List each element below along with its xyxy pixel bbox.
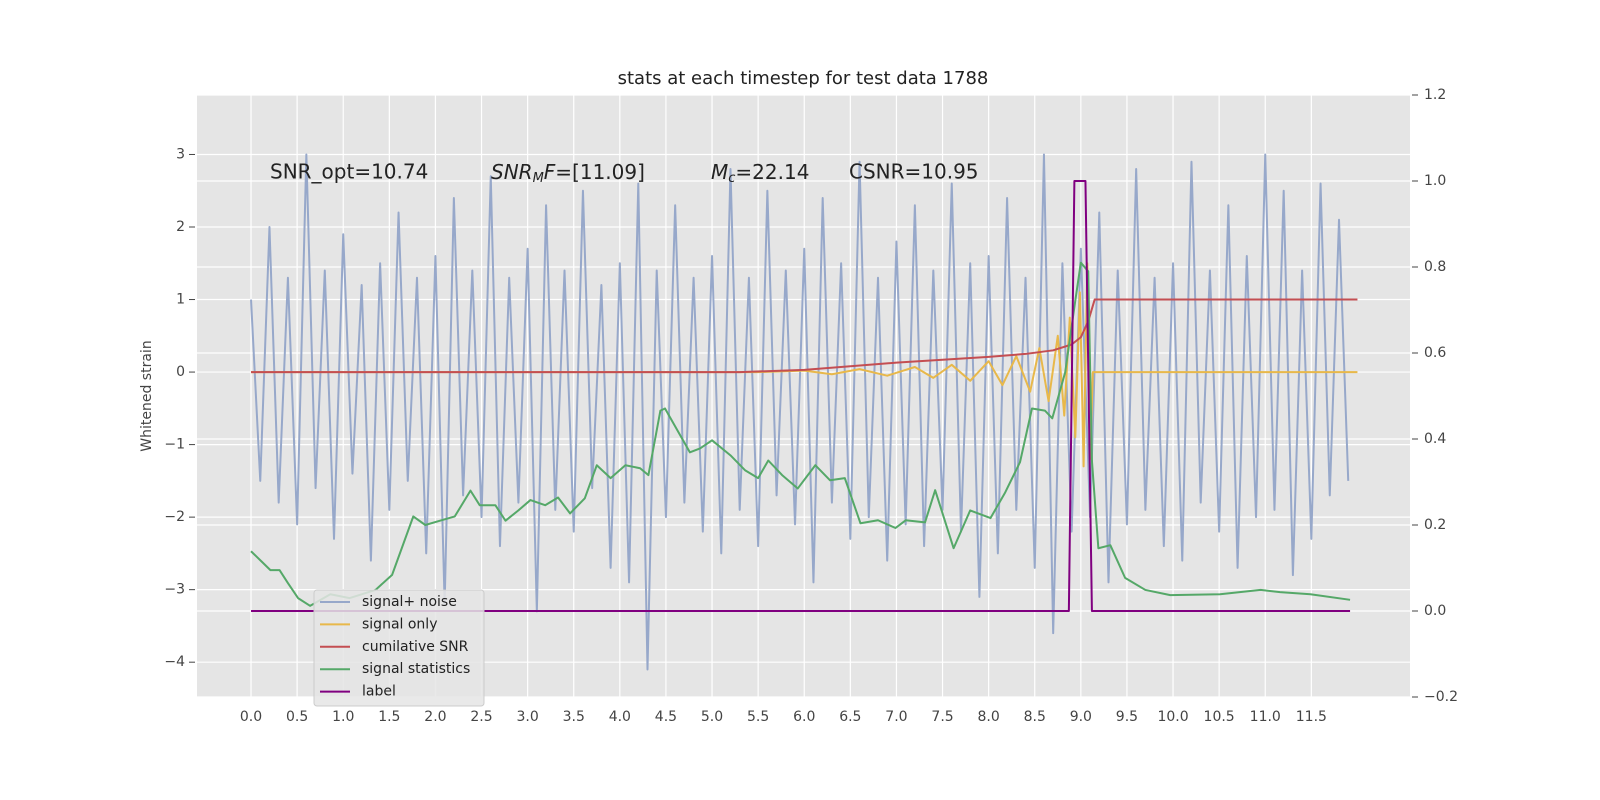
x-tick-label: 5.5: [747, 709, 769, 725]
y2-tick-label: 0.4: [1424, 431, 1446, 447]
x-tick-label: 6.5: [839, 709, 861, 725]
annotation-part: =[11.09]: [555, 160, 645, 184]
chart-title: stats at each timestep for test data 178…: [618, 68, 989, 89]
x-tick-label: 5.0: [701, 709, 723, 725]
x-tick-label: 8.5: [1024, 709, 1046, 725]
marks: [250, 153, 1358, 671]
x-tick-label: 1.5: [378, 709, 400, 725]
axes: 0.0 0.5 1.0 1.5 2.0 2.5 3.0 3.5 4.0 4.5 5.0 5.5 6.0 6…: [164, 87, 1458, 725]
legend-label: label: [362, 684, 396, 700]
y2-tick-label: 0.0: [1424, 603, 1446, 619]
annotation-part: F: [544, 160, 556, 184]
series-line: [250, 261, 1351, 607]
y-tick-label: 1: [176, 292, 185, 308]
x-tick-label: 1.0: [332, 709, 354, 725]
legend-label: signal only: [362, 616, 437, 632]
series-line: [250, 153, 1350, 671]
y-tick-label: −3: [164, 582, 185, 598]
y2-tick-label: 0.8: [1424, 259, 1446, 275]
y2-tick-label: 0.6: [1424, 345, 1446, 361]
x-tick-label: 0.0: [240, 709, 262, 725]
x-tick-label: 10.5: [1204, 709, 1235, 725]
annotation: Mc=22.14: [711, 160, 809, 186]
annotation: SNR_opt=10.74: [270, 160, 428, 184]
legend-label: signal statistics: [362, 661, 470, 677]
y-tick-label: −1: [164, 437, 185, 453]
y-tick-label: 3: [176, 146, 185, 162]
annotation-part: M: [711, 160, 728, 184]
x-tick-label: 6.0: [793, 709, 815, 725]
x-tick-label: 2.0: [424, 709, 446, 725]
y2-tick-label: 0.2: [1424, 517, 1446, 533]
series-line: [251, 180, 1351, 612]
annotation: CSNR=10.95: [849, 160, 979, 184]
x-tick-label: 2.5: [470, 709, 492, 725]
y-axis-label: Whitened strain: [139, 340, 155, 451]
legend: signal+ noise signal only cumilative SNR si…: [313, 589, 485, 707]
y2-tick-label: 1.0: [1424, 173, 1446, 189]
legend-box: [313, 589, 485, 707]
annotation-part: c: [728, 171, 735, 186]
y-tick-label: 0: [176, 364, 185, 380]
x-tick-label: 7.0: [885, 709, 907, 725]
series-line: [251, 262, 1358, 468]
annotation-part: =22.14: [735, 160, 809, 184]
x-tick-label: 3.0: [517, 709, 539, 725]
grid: [197, 94, 1410, 698]
x-tick-label: 0.5: [286, 709, 308, 725]
x-tick-label: 9.0: [1070, 709, 1092, 725]
x-tick-label: 4.0: [609, 709, 631, 725]
x-tick-label: 10.0: [1157, 709, 1188, 725]
y-tick-label: 2: [176, 219, 185, 235]
y-tick-label: −4: [164, 654, 185, 670]
annotation: SNRMF=[11.09]: [491, 160, 645, 186]
x-tick-label: 8.0: [978, 709, 1000, 725]
y-tick-label: −2: [164, 509, 185, 525]
annotation-part: M: [533, 171, 544, 186]
x-tick-label: 11.5: [1296, 709, 1327, 725]
y2-tick-label: 1.2: [1424, 87, 1446, 103]
legend-label: cumilative SNR: [362, 639, 469, 655]
x-tick-label: 11.0: [1250, 709, 1281, 725]
x-tick-label: 9.5: [1116, 709, 1138, 725]
legend-label: signal+ noise: [362, 594, 457, 610]
y2-tick-label: −0.2: [1424, 689, 1458, 705]
x-tick-label: 3.5: [563, 709, 585, 725]
x-tick-label: 7.5: [931, 709, 953, 725]
x-tick-label: 4.5: [655, 709, 677, 725]
annotation-part: SNR: [491, 160, 533, 184]
